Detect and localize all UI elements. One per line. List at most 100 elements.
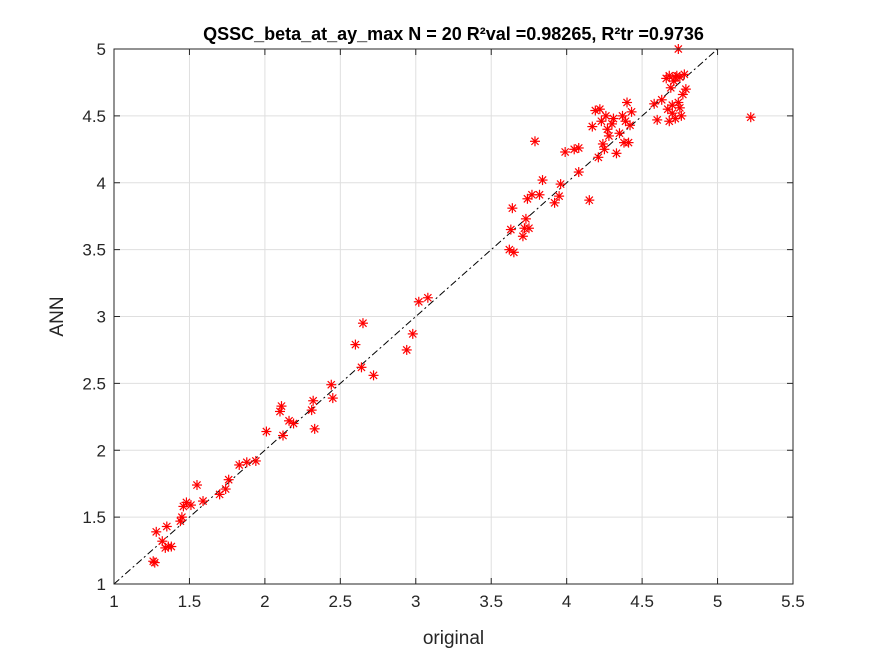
data-point — [220, 484, 231, 495]
y-tick-label: 3.5 — [82, 241, 106, 260]
data-points — [148, 44, 756, 568]
data-point — [670, 113, 681, 124]
data-point — [277, 430, 288, 441]
data-point — [198, 496, 209, 507]
data-point — [241, 457, 252, 468]
data-point — [623, 137, 634, 148]
data-point — [560, 146, 571, 157]
data-point — [593, 152, 604, 163]
data-point — [620, 116, 631, 127]
data-point — [529, 136, 540, 147]
data-point — [284, 415, 295, 426]
data-point — [677, 89, 688, 100]
x-tick-label: 4 — [562, 592, 571, 611]
data-point — [537, 175, 548, 186]
data-point — [507, 203, 518, 214]
y-tick-label: 1 — [97, 575, 106, 594]
ticks: 1 1.5 2 2.5 3 3.5 4 4.5 5 5.5 1 1.5 2 2.5 3 3.5 4 4.5 5 — [82, 40, 804, 611]
data-point — [356, 362, 367, 373]
data-point — [667, 100, 678, 111]
data-point — [584, 195, 595, 206]
data-point — [573, 142, 584, 153]
x-axis-label: original — [423, 628, 484, 649]
data-point — [679, 69, 690, 80]
data-point — [191, 480, 202, 491]
data-point — [674, 72, 685, 83]
data-point — [306, 405, 317, 416]
data-point — [549, 197, 560, 208]
data-point — [745, 112, 756, 123]
x-tick-label: 5 — [713, 592, 722, 611]
x-tick-label: 5.5 — [781, 592, 805, 611]
data-point — [656, 94, 667, 105]
x-tick-label: 2.5 — [329, 592, 353, 611]
chart-title: QSSC_beta_at_ay_max N = 20 R²val =0.9826… — [203, 24, 704, 44]
data-point — [350, 339, 361, 350]
x-tick-label: 3 — [411, 592, 420, 611]
x-tick-label: 3.5 — [479, 592, 503, 611]
x-tick-label: 1.5 — [178, 592, 202, 611]
y-axis-label: ANN — [47, 296, 68, 336]
data-point — [597, 138, 608, 149]
data-point — [357, 318, 368, 329]
data-point — [407, 328, 418, 339]
data-point — [520, 213, 531, 224]
data-point — [505, 224, 516, 235]
y-tick-label: 2.5 — [82, 374, 106, 393]
y-tick-label: 5 — [97, 40, 106, 59]
data-point — [161, 521, 172, 532]
data-point — [160, 542, 171, 553]
y-tick-label: 2 — [97, 441, 106, 460]
data-point — [508, 247, 519, 258]
data-point — [149, 557, 160, 568]
data-point — [652, 114, 663, 125]
data-point — [308, 395, 319, 406]
data-point — [534, 189, 545, 200]
data-point — [594, 104, 605, 115]
data-point — [573, 167, 584, 178]
x-tick-label: 4.5 — [630, 592, 654, 611]
data-point — [368, 370, 379, 381]
data-point — [250, 455, 261, 466]
grid — [114, 49, 793, 584]
data-point — [608, 113, 619, 124]
data-point — [617, 110, 628, 121]
data-point — [234, 459, 245, 470]
data-point — [649, 98, 660, 109]
y-tick-label: 3 — [97, 308, 106, 327]
data-point — [185, 500, 196, 511]
data-point — [614, 128, 625, 139]
data-point — [622, 97, 633, 108]
y-tick-label: 4.5 — [82, 107, 106, 126]
data-point — [261, 426, 272, 437]
data-point — [674, 102, 685, 113]
data-point — [327, 393, 338, 404]
data-point — [166, 541, 177, 552]
data-point — [309, 423, 320, 434]
data-point — [401, 344, 412, 355]
data-point — [600, 110, 611, 121]
data-point — [276, 401, 287, 412]
y-tick-label: 1.5 — [82, 508, 106, 527]
data-point — [554, 191, 565, 202]
data-point — [413, 296, 424, 307]
data-point — [603, 130, 614, 141]
data-point — [680, 84, 691, 95]
data-point — [223, 474, 234, 485]
data-point — [288, 418, 299, 429]
data-point — [151, 526, 162, 537]
data-point — [178, 501, 189, 512]
data-point — [422, 292, 433, 303]
data-point — [523, 223, 534, 234]
data-point — [625, 120, 636, 131]
data-point — [326, 379, 337, 390]
data-point — [587, 121, 598, 132]
data-point — [626, 106, 637, 117]
data-point — [664, 116, 675, 127]
data-point — [611, 148, 622, 159]
x-tick-label: 2 — [260, 592, 269, 611]
data-point — [555, 179, 566, 190]
data-point — [599, 144, 610, 155]
